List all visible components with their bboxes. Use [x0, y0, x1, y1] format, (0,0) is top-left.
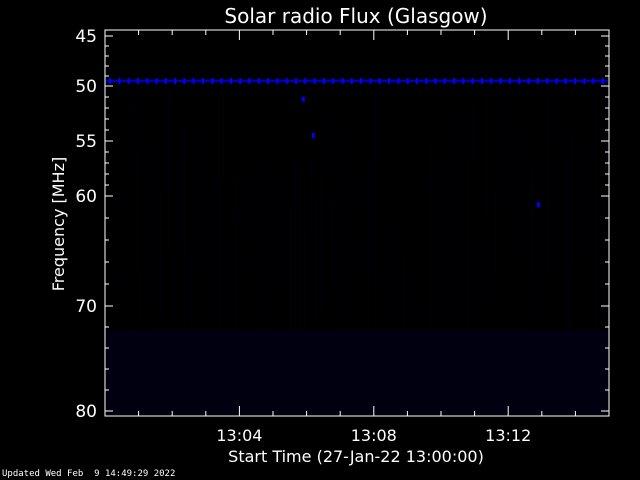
interference-dot — [546, 78, 549, 84]
interference-dot — [109, 78, 111, 84]
interference-dot — [118, 78, 121, 84]
interference-dot — [257, 78, 260, 84]
y-tick-label: 80 — [75, 402, 97, 422]
interference-dot — [350, 78, 353, 84]
interference-dot — [164, 78, 167, 84]
interference-dot — [462, 78, 465, 84]
interference-dot — [592, 78, 595, 84]
y-axis-label: Frequency [MHz] — [49, 157, 68, 291]
signal-spot — [311, 133, 315, 138]
y-axis-ticks: 45 50 55 60 70 80 — [75, 27, 609, 422]
interference-dot — [406, 78, 409, 84]
interference-dot — [211, 78, 214, 84]
interference-dot — [285, 78, 288, 84]
interference-dot — [155, 78, 158, 84]
low-band-shade — [106, 330, 608, 415]
interference-dot — [388, 78, 390, 84]
x-axis-ticks: 13:04 13:08 13:12 — [138, 30, 576, 445]
interference-dot — [471, 78, 474, 84]
interference-dot — [239, 78, 242, 84]
interference-dot — [490, 78, 493, 84]
interference-dot — [397, 78, 400, 84]
interference-dot — [518, 78, 521, 84]
interference-dot — [601, 78, 604, 84]
interference-dot — [499, 78, 502, 84]
interference-dot — [536, 78, 539, 84]
interference-dot — [574, 78, 576, 84]
interference-dot — [304, 78, 307, 84]
signal-spot — [536, 202, 540, 208]
x-tick-label: 13:08 — [351, 426, 397, 445]
interference-dot — [267, 78, 270, 84]
interference-dot — [481, 78, 483, 84]
interference-dot — [360, 78, 363, 84]
interference-dot — [313, 78, 316, 84]
interference-dot — [434, 78, 437, 84]
interference-dot — [341, 78, 344, 84]
y-tick-label: 55 — [75, 132, 97, 152]
x-axis-label: Start Time (27-Jan-22 13:00:00) — [228, 447, 484, 466]
noise-texture — [107, 70, 607, 414]
interference-dot — [443, 78, 446, 84]
signal-spot — [301, 96, 305, 102]
interference-dot — [508, 78, 511, 84]
updated-timestamp: Updated Wed Feb 9 14:49:29 2022 — [2, 469, 176, 479]
y-tick-label: 60 — [75, 187, 97, 207]
interference-dot — [276, 78, 279, 84]
signal-features — [106, 78, 608, 208]
interference-dot — [583, 78, 586, 84]
interference-dot — [295, 78, 297, 84]
y-tick-label: 50 — [75, 77, 97, 97]
plot-frame — [104, 29, 610, 417]
interference-dot — [183, 78, 186, 84]
chart-title: Solar radio Flux (Glasgow) — [224, 4, 487, 28]
interference-dot — [220, 78, 223, 84]
interference-dot — [369, 78, 372, 84]
interference-dot — [136, 78, 139, 84]
interference-dot — [453, 78, 456, 84]
x-tick-label: 13:12 — [485, 426, 531, 445]
interference-dot — [202, 78, 204, 84]
interference-dot — [248, 78, 251, 84]
interference-dot — [332, 78, 335, 84]
interference-dot — [322, 78, 325, 84]
interference-dot — [229, 78, 232, 84]
interference-dot — [564, 78, 567, 84]
interference-dot — [192, 78, 195, 84]
y-tick-label: 70 — [75, 297, 97, 317]
interference-dot — [415, 78, 418, 84]
interference-dot — [174, 78, 177, 84]
interference-dot — [378, 78, 381, 84]
interference-dot — [555, 78, 558, 84]
plot-background — [105, 30, 609, 416]
interference-dot — [127, 78, 130, 84]
interference-dot — [146, 78, 149, 84]
x-tick-label: 13:04 — [216, 426, 262, 445]
interference-dot — [527, 78, 530, 84]
y-tick-label: 45 — [75, 27, 97, 47]
interference-dot — [425, 78, 428, 84]
